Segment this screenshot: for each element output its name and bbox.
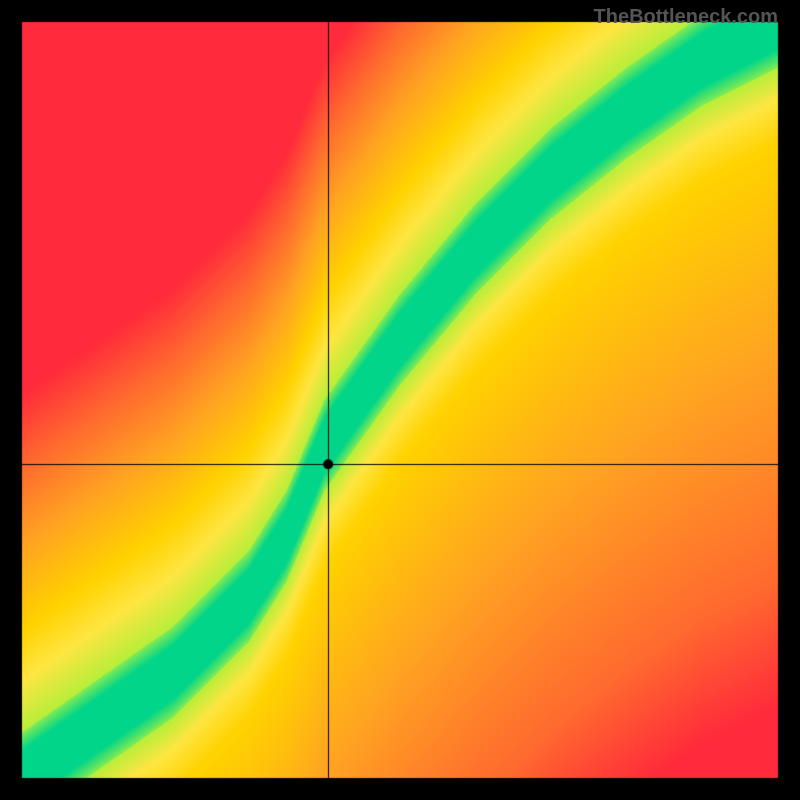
heatmap-canvas xyxy=(0,0,800,800)
watermark-text: TheBottleneck.com xyxy=(594,6,778,29)
bottleneck-heatmap-chart: TheBottleneck.com xyxy=(0,0,800,800)
